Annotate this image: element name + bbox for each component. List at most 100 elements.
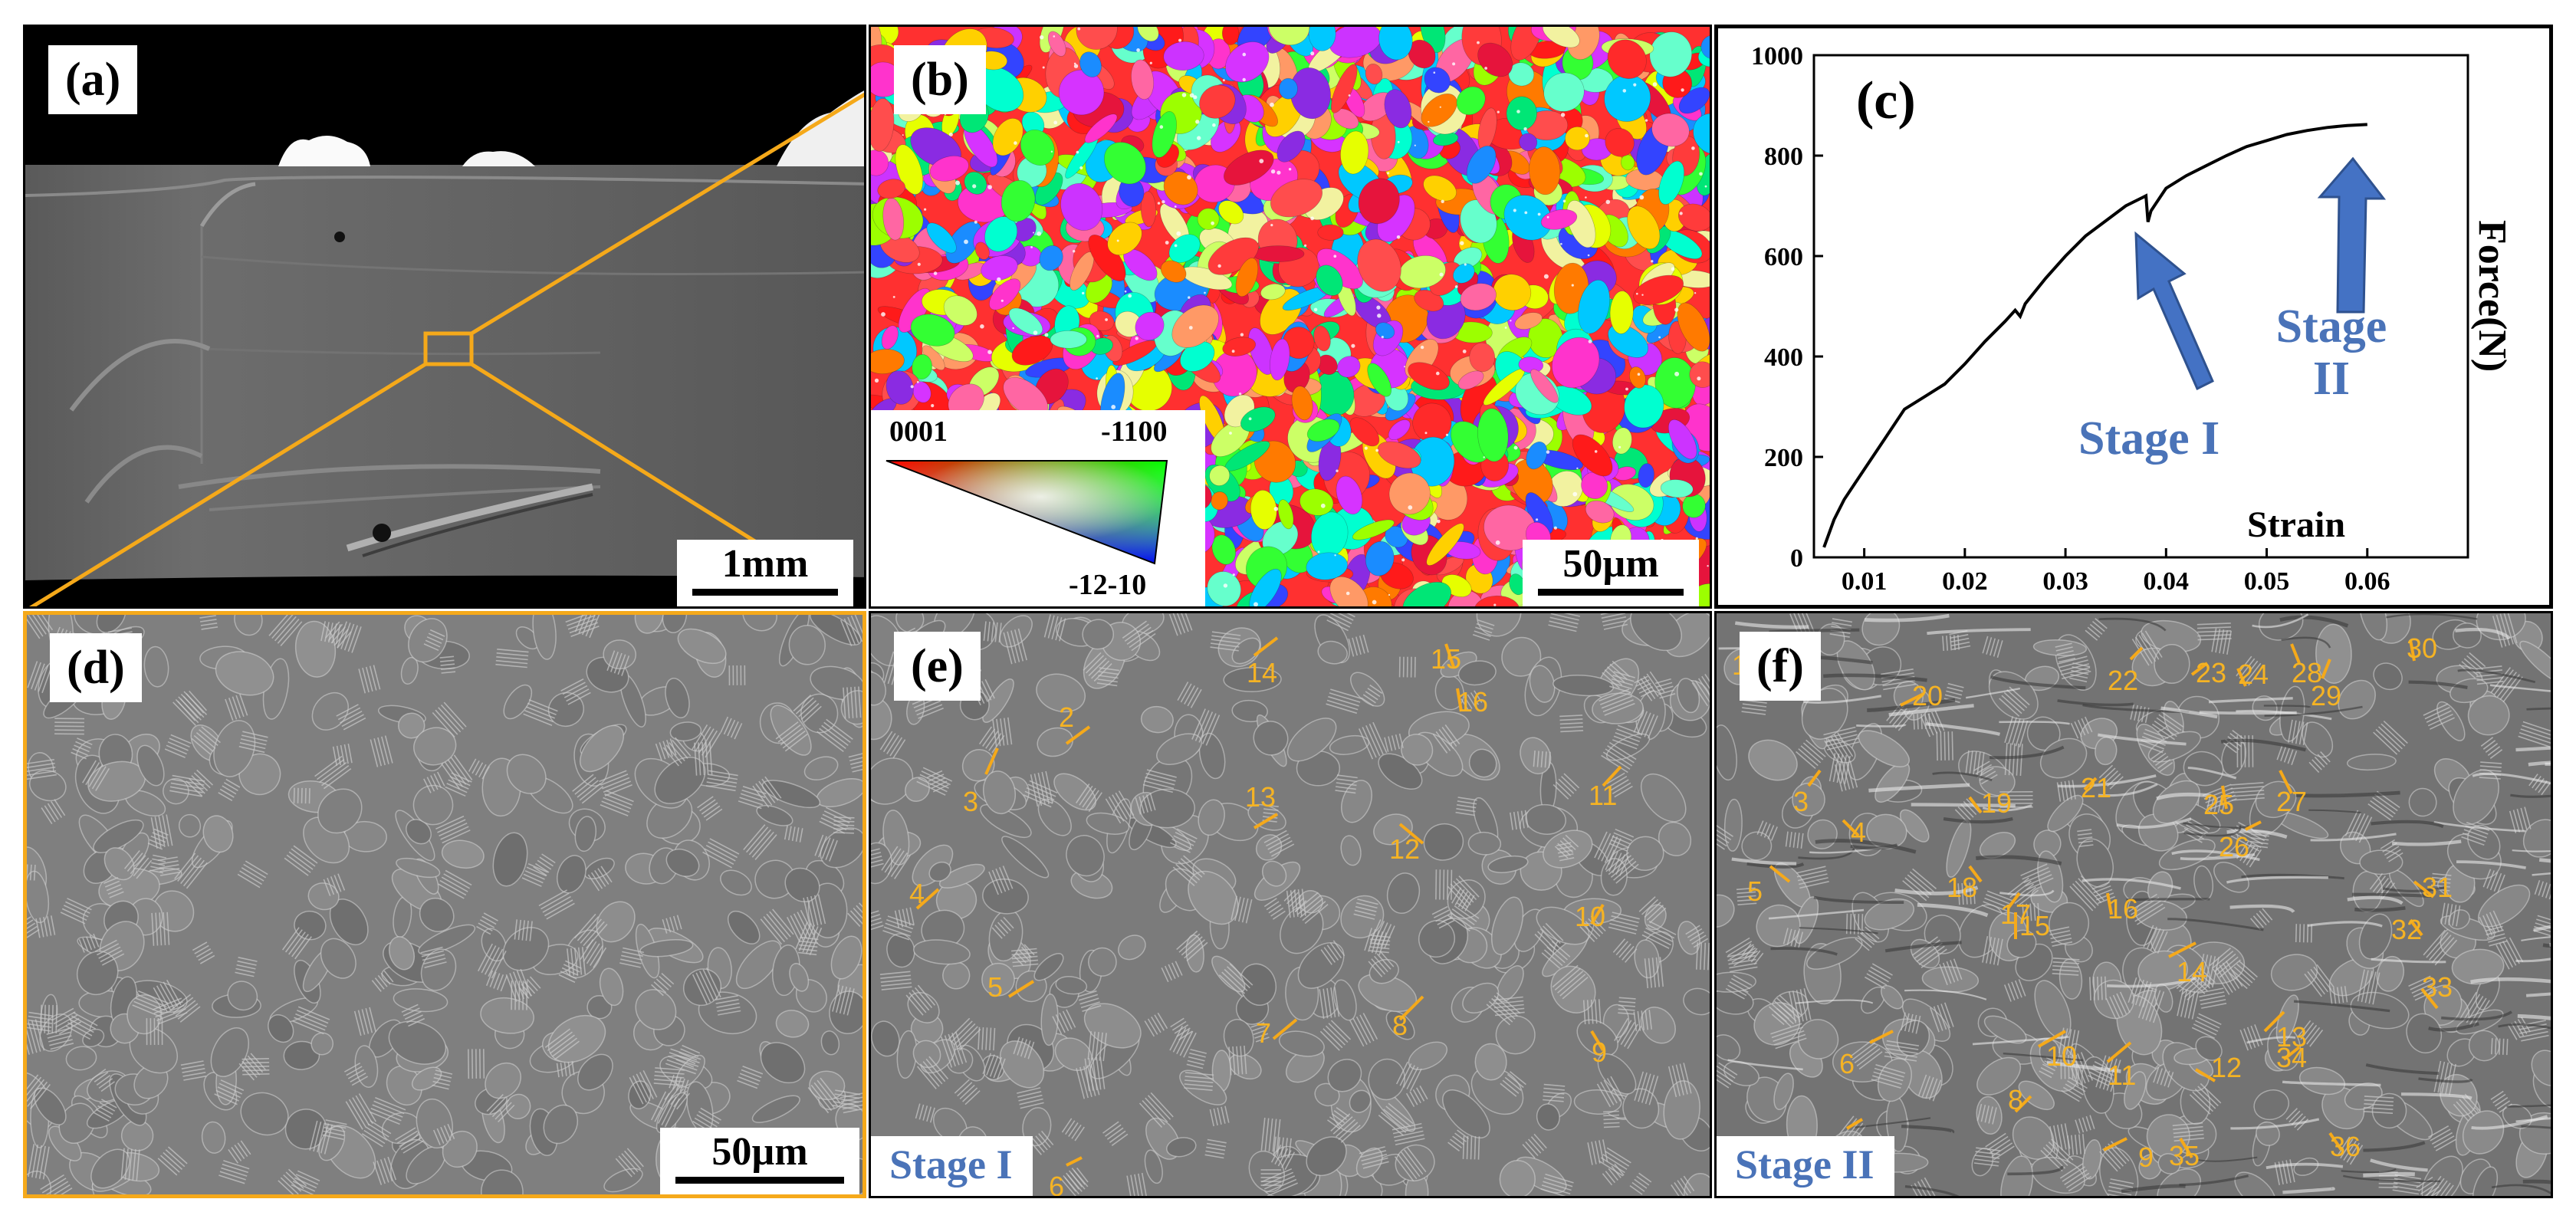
force-strain-line bbox=[1822, 123, 2367, 548]
panel-f: 1345678910111213141516171819202122232425… bbox=[1714, 611, 2553, 1198]
panel-c: 0.01 0.02 0.03 0.04 0.05 0.06 0 200 400 600 800 100… bbox=[1714, 25, 2553, 609]
scale-bar-d: 50µm bbox=[660, 1128, 859, 1194]
twin-marker bbox=[2328, 1132, 2343, 1151]
twin-marker bbox=[2168, 941, 2196, 958]
y-tick-label: 0 bbox=[1790, 544, 1803, 573]
twin-marker bbox=[2263, 1010, 2285, 1033]
twin-number-35: 35 bbox=[2169, 1140, 2200, 1171]
x-tick-label: 0.06 bbox=[2344, 567, 2390, 596]
twin-number-10: 10 bbox=[1575, 901, 1606, 932]
twin-marker bbox=[1456, 688, 1463, 712]
twin-number-8: 8 bbox=[1392, 1010, 1408, 1041]
twin-number-23: 23 bbox=[2196, 657, 2227, 688]
stage-label-e: Stage I bbox=[871, 1136, 1033, 1196]
force-strain-chart: 0.01 0.02 0.03 0.04 0.05 0.06 0 200 400 600 800 100… bbox=[1751, 42, 2469, 596]
scale-bar-text: 50µm bbox=[711, 1130, 808, 1174]
twin-number-34: 34 bbox=[2276, 1042, 2308, 1073]
twin-marker bbox=[1869, 1030, 1894, 1044]
twin-marker bbox=[1968, 796, 1983, 814]
twin-marker bbox=[1007, 980, 1035, 998]
overview-micrograph bbox=[25, 27, 864, 606]
twin-marker bbox=[1398, 823, 1424, 845]
twin-marker bbox=[2409, 639, 2416, 662]
scale-bar-b: 50µm bbox=[1523, 540, 1699, 606]
y-tick-label: 800 bbox=[1764, 143, 1803, 171]
twin-number-10: 10 bbox=[2046, 1040, 2078, 1072]
sem-micrograph-e bbox=[871, 613, 1710, 1196]
twin-number-6: 6 bbox=[1049, 1171, 1065, 1198]
ipf-1210-label: -12-10 bbox=[1069, 569, 1147, 601]
panel-f-label: (f) bbox=[1740, 632, 1821, 701]
x-tick-label: 0.03 bbox=[2042, 567, 2088, 596]
stage-label-f: Stage II bbox=[1717, 1136, 1894, 1196]
y-tick-label: 1000 bbox=[1751, 42, 1803, 71]
twin-marker bbox=[2245, 820, 2262, 831]
y-tick-label: 400 bbox=[1764, 343, 1803, 372]
panel-a: (a) 1mm bbox=[23, 25, 866, 609]
twin-number-9: 9 bbox=[2138, 1142, 2154, 1173]
y-tick-label: 600 bbox=[1764, 243, 1803, 271]
twin-marker bbox=[2279, 770, 2293, 794]
twin-number-9: 9 bbox=[1592, 1036, 1608, 1068]
twin-marker bbox=[2413, 880, 2435, 898]
twin-number-18: 18 bbox=[1947, 872, 1978, 903]
twin-marker bbox=[1769, 865, 1791, 883]
twin-marker bbox=[1253, 813, 1279, 829]
twin-number-19: 19 bbox=[1981, 787, 2013, 819]
y-tick-label: 200 bbox=[1764, 444, 1803, 472]
ipf-0001-label: 0001 bbox=[889, 416, 948, 448]
twin-number-36: 36 bbox=[2330, 1131, 2361, 1162]
twin-number-4: 4 bbox=[1851, 816, 1867, 848]
scale-bar-line bbox=[675, 1177, 844, 1184]
twin-marker bbox=[2038, 1030, 2066, 1048]
twin-marker bbox=[1253, 636, 1279, 657]
panel-b: (b) 0001 -1100 -12-10 50µm bbox=[869, 25, 1712, 609]
ipf-1100-label: -1100 bbox=[1101, 416, 1168, 448]
stage-ii-arrow bbox=[2317, 156, 2387, 314]
y-axis-label: Force(N) bbox=[2470, 220, 2514, 373]
panel-a-label: (a) bbox=[48, 45, 138, 114]
twin-number-5: 5 bbox=[1747, 875, 1763, 907]
twin-marker bbox=[1602, 765, 1622, 787]
twin-number-4: 4 bbox=[909, 878, 925, 909]
twin-number-15: 15 bbox=[2019, 910, 2051, 941]
twin-marker bbox=[1398, 995, 1424, 1021]
x-tick-label: 0.05 bbox=[2244, 567, 2290, 596]
twin-number-29: 29 bbox=[2311, 680, 2342, 711]
twin-marker bbox=[2290, 643, 2301, 664]
twin-marker bbox=[2409, 918, 2423, 937]
x-axis-label: Strain bbox=[2247, 504, 2346, 545]
ipf-legend: 0001 -1100 -12-10 bbox=[871, 410, 1205, 606]
twin-number-12: 12 bbox=[1389, 833, 1421, 865]
twin-number-2: 2 bbox=[1059, 701, 1075, 733]
twin-number-8: 8 bbox=[2008, 1084, 2024, 1115]
panel-e: 12345678910111213141516 (e) Stage I bbox=[869, 611, 1712, 1198]
twin-marker bbox=[1590, 1030, 1605, 1052]
twin-number-33: 33 bbox=[2422, 971, 2453, 1003]
twin-number-25: 25 bbox=[2203, 789, 2235, 820]
twin-number-20: 20 bbox=[1912, 680, 1944, 711]
twin-number-13: 13 bbox=[2276, 1021, 2308, 1053]
twin-marker bbox=[2129, 646, 2144, 661]
x-tick-label: 0.01 bbox=[1842, 567, 1888, 596]
scale-bar-text: 1mm bbox=[721, 542, 809, 586]
twin-marker bbox=[1807, 769, 1822, 787]
twin-marker bbox=[2106, 892, 2113, 915]
twin-number-7: 7 bbox=[1256, 1017, 1272, 1049]
twin-marker bbox=[1842, 819, 1860, 837]
twin-number-16: 16 bbox=[1457, 686, 1489, 718]
scale-bar-text: 50µm bbox=[1562, 542, 1659, 586]
twin-marker bbox=[2194, 1068, 2216, 1082]
twin-number-3: 3 bbox=[963, 786, 979, 817]
twin-marker bbox=[2179, 1137, 2193, 1159]
twin-marker bbox=[2221, 785, 2228, 810]
twin-number-24: 24 bbox=[2238, 659, 2269, 690]
twin-marker bbox=[1845, 1118, 1864, 1130]
twin-number-26: 26 bbox=[2219, 831, 2250, 862]
twin-marker bbox=[1272, 1018, 1298, 1040]
scale-bar-line bbox=[1538, 589, 1684, 596]
twin-marker bbox=[984, 747, 999, 775]
twin-number-21: 21 bbox=[2081, 772, 2112, 803]
stage-i-annotation: Stage I bbox=[2078, 412, 2220, 465]
twin-number-30: 30 bbox=[2407, 632, 2438, 664]
